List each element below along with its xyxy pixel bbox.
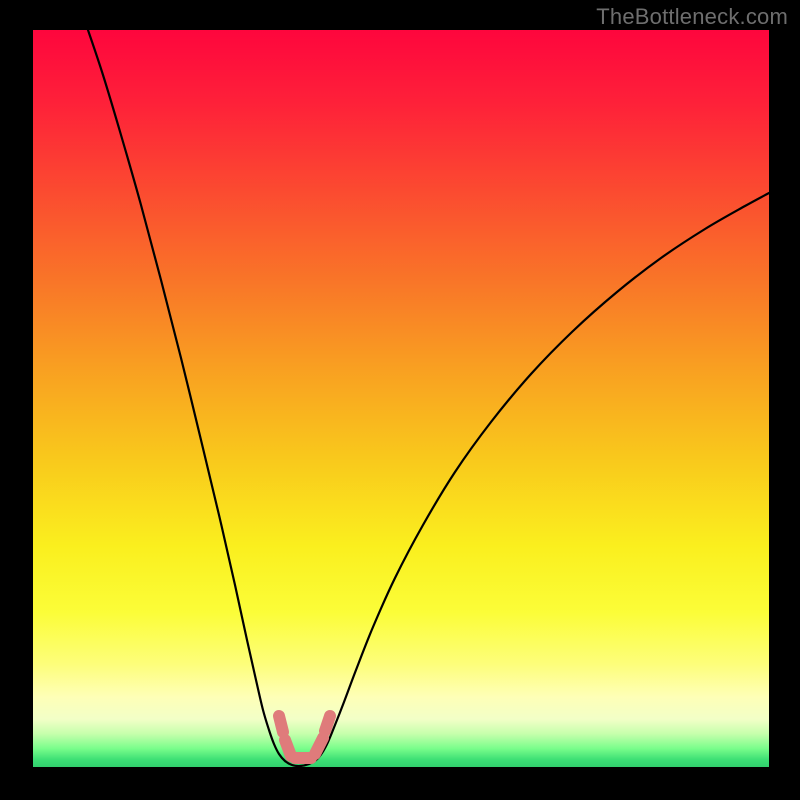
bottleneck-curve-chart [33, 30, 769, 767]
accent-mark [285, 740, 291, 756]
accent-mark [325, 716, 330, 731]
accent-mark [315, 738, 323, 754]
chart-stage: TheBottleneck.com [0, 0, 800, 800]
accent-mark [279, 716, 283, 732]
watermark-text: TheBottleneck.com [596, 4, 788, 30]
gradient-background [33, 30, 769, 767]
